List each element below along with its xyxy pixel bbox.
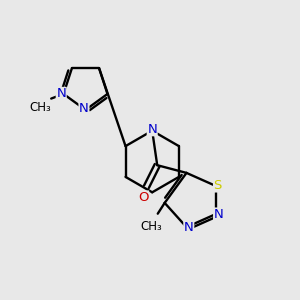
Text: N: N bbox=[214, 208, 224, 221]
Text: N: N bbox=[56, 88, 66, 100]
Text: CH₃: CH₃ bbox=[140, 220, 162, 232]
Text: O: O bbox=[138, 191, 148, 204]
Text: CH₃: CH₃ bbox=[30, 101, 51, 114]
Text: N: N bbox=[184, 221, 194, 234]
Text: N: N bbox=[147, 123, 157, 136]
Text: S: S bbox=[214, 179, 222, 192]
Text: N: N bbox=[79, 102, 89, 115]
